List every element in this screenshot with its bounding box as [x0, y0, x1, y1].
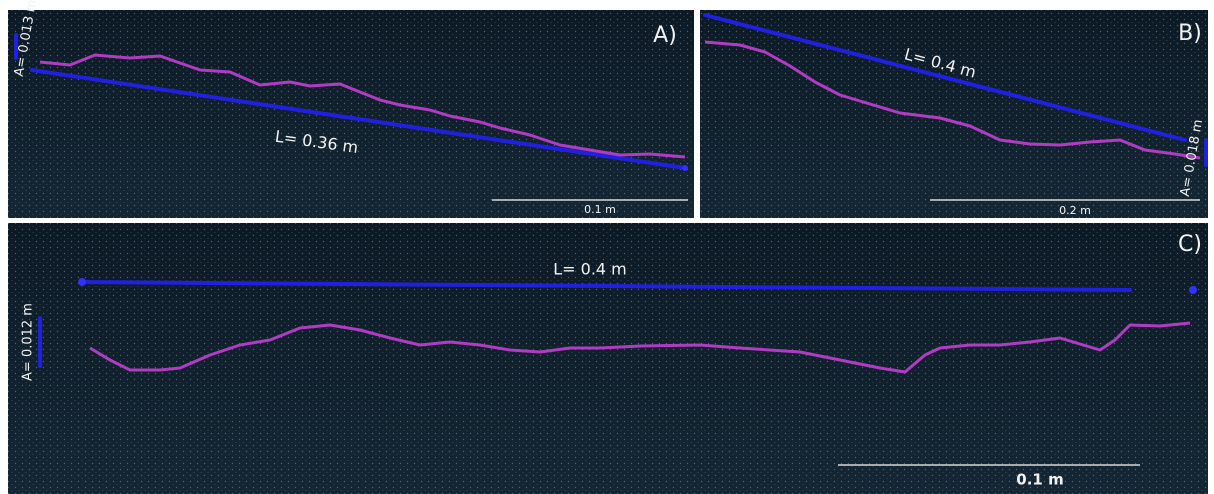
scale-label: 0.1 m: [1016, 471, 1063, 489]
figure: L= 0.36 m A= 0.013 m A) 0.1 m L= 0.4 m A…: [0, 0, 1214, 494]
amplitude-label: A= 0.012 m: [21, 303, 36, 381]
length-label: L= 0.4 m: [553, 260, 627, 279]
panel-label: C): [1178, 232, 1202, 257]
endpoint: [78, 278, 86, 286]
panel-a: L= 0.36 m A= 0.013 m A) 0.1 m: [8, 0, 694, 218]
panel-label: B): [1178, 21, 1202, 46]
scale-label: 0.2 m: [1059, 204, 1091, 217]
panel-c: L= 0.4 m A= 0.012 m C) 0.1 m: [8, 223, 1208, 494]
point-cloud: [8, 10, 694, 218]
point-cloud: [700, 10, 1208, 218]
endpoint: [682, 165, 688, 171]
endpoint: [1189, 286, 1197, 294]
scale-label: 0.1 m: [584, 203, 616, 216]
panel-label: A): [653, 23, 677, 48]
panel-b: L= 0.4 m A= 0.018 m B) 0.2 m: [700, 10, 1208, 218]
